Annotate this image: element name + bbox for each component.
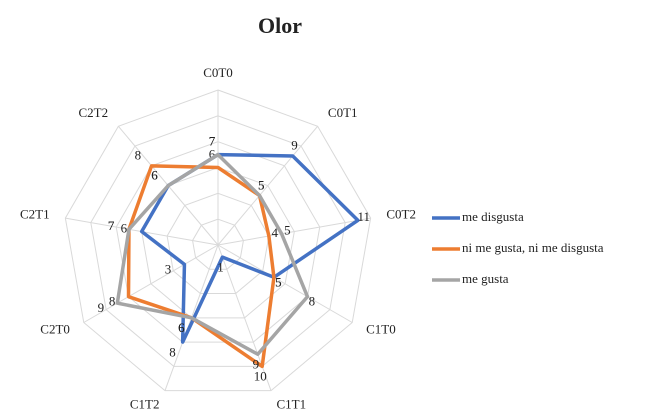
data-label: 6 bbox=[209, 146, 216, 161]
category-label: C1T0 bbox=[366, 321, 396, 336]
data-label: 6 bbox=[151, 167, 158, 182]
category-label: C2T0 bbox=[40, 321, 70, 336]
data-label: 9 bbox=[98, 300, 105, 315]
spoke bbox=[217, 125, 319, 246]
category-label: C0T2 bbox=[386, 206, 416, 221]
data-label: 6 bbox=[121, 220, 128, 235]
spoke bbox=[217, 244, 353, 323]
legend-label: ni me gusta, ni me disgusta bbox=[462, 240, 604, 255]
category-label: C2T1 bbox=[20, 206, 50, 221]
category-label: C1T2 bbox=[130, 397, 160, 412]
data-label: 10 bbox=[254, 369, 267, 384]
data-label: 8 bbox=[109, 294, 116, 309]
category-label: C0T1 bbox=[328, 105, 358, 120]
data-label: 8 bbox=[135, 148, 142, 163]
data-label: 6 bbox=[178, 320, 185, 335]
grid-ring bbox=[64, 89, 372, 392]
category-label: C2T2 bbox=[78, 105, 108, 120]
data-label: 7 bbox=[209, 134, 216, 149]
data-label: 8 bbox=[309, 294, 316, 309]
series-line bbox=[126, 164, 276, 369]
data-label: 6 bbox=[151, 167, 158, 182]
grid-ring bbox=[166, 192, 270, 295]
legend-label: me gusta bbox=[462, 271, 509, 286]
data-label: 8 bbox=[169, 344, 176, 359]
data-label: 5 bbox=[275, 274, 282, 289]
data-label: 7 bbox=[108, 218, 115, 233]
data-label: 1 bbox=[217, 259, 224, 274]
data-label: 3 bbox=[165, 261, 172, 276]
category-label: C0T0 bbox=[203, 65, 233, 80]
data-label: 9 bbox=[253, 356, 260, 371]
data-label: 5 bbox=[275, 274, 282, 289]
grid-ring bbox=[115, 141, 321, 343]
data-label: 11 bbox=[357, 209, 370, 224]
data-label: 7 bbox=[209, 134, 216, 149]
data-label: 5 bbox=[284, 223, 291, 238]
series-line bbox=[115, 152, 310, 356]
data-label: 7 bbox=[108, 218, 115, 233]
data-label: 4 bbox=[271, 225, 278, 240]
chart-title: Olor bbox=[258, 13, 302, 38]
data-label: 9 bbox=[291, 138, 298, 153]
category-label: C1T1 bbox=[276, 397, 306, 412]
data-label: 5 bbox=[258, 177, 265, 192]
spoke bbox=[217, 217, 371, 246]
legend-label: me disgusta bbox=[462, 209, 524, 224]
data-label: 6 bbox=[178, 320, 185, 335]
spoke bbox=[83, 244, 219, 323]
data-label: 5 bbox=[258, 177, 265, 192]
series-line bbox=[139, 152, 360, 344]
